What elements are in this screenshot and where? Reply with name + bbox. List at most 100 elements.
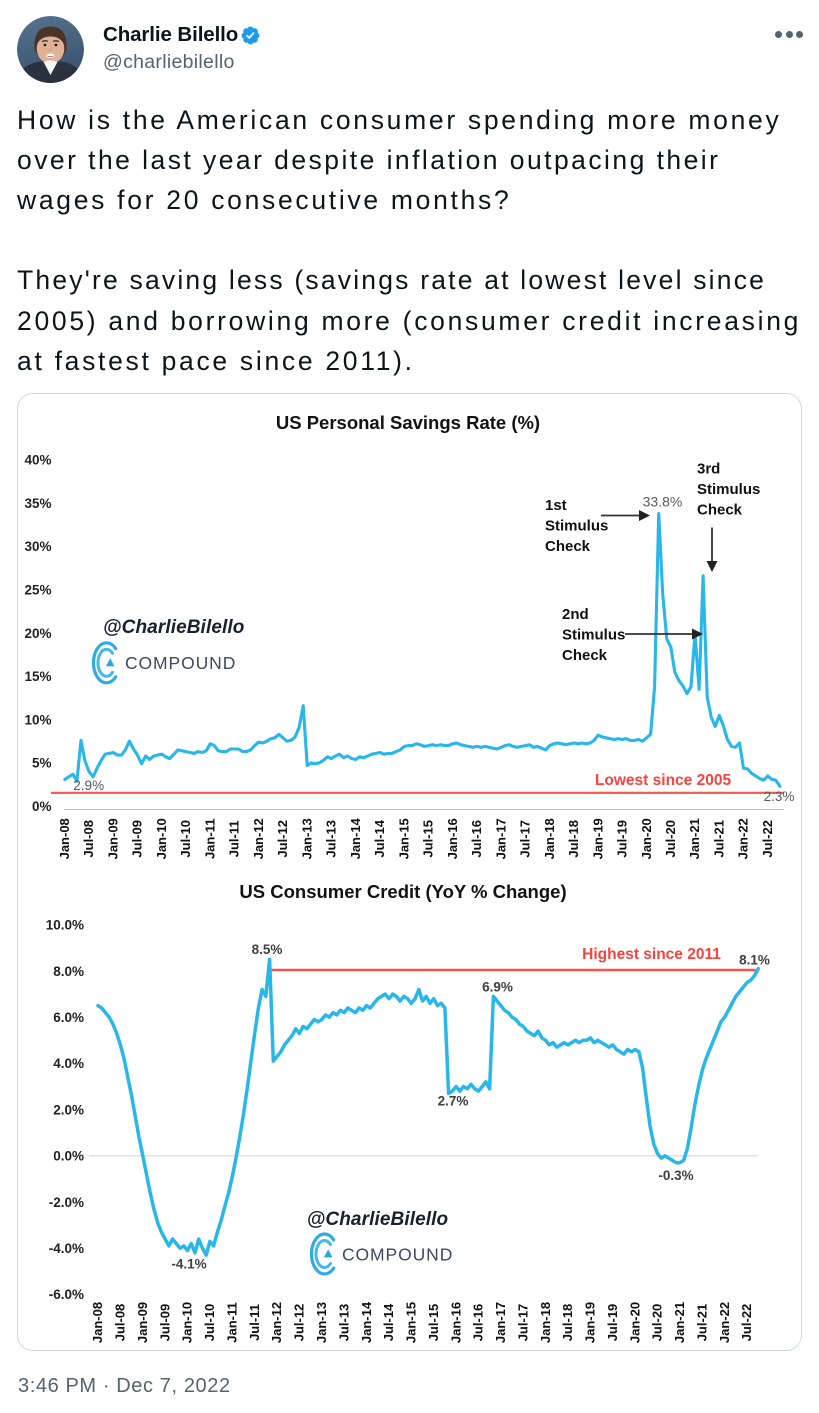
svg-text:Jan-16: Jan-16 [445, 818, 460, 859]
svg-text:2.3%: 2.3% [764, 789, 795, 804]
svg-text:Lowest since 2005: Lowest since 2005 [595, 772, 732, 789]
svg-text:0.0%: 0.0% [53, 1149, 84, 1164]
svg-text:-2.0%: -2.0% [49, 1195, 84, 1210]
svg-text:Check: Check [562, 647, 608, 664]
svg-text:Jan-11: Jan-11 [225, 1302, 240, 1342]
svg-text:Jul-10: Jul-10 [202, 1304, 217, 1342]
svg-text:Jan-12: Jan-12 [251, 818, 266, 859]
svg-text:Jan-20: Jan-20 [639, 818, 654, 859]
svg-text:Jan-08: Jan-08 [90, 1302, 105, 1343]
svg-text:Jan-17: Jan-17 [493, 818, 508, 859]
svg-text:10%: 10% [24, 712, 51, 727]
svg-text:Jan-14: Jan-14 [359, 1301, 374, 1343]
svg-text:Jul-15: Jul-15 [426, 1304, 441, 1342]
svg-text:35%: 35% [24, 496, 51, 511]
svg-text:Jan-22: Jan-22 [717, 1302, 732, 1343]
svg-text:Jul-11: Jul-11 [247, 1304, 262, 1341]
svg-text:-4.0%: -4.0% [49, 1241, 84, 1256]
svg-text:Jul-22: Jul-22 [760, 820, 775, 858]
svg-text:40%: 40% [24, 453, 51, 468]
svg-text:Jul-09: Jul-09 [157, 1304, 172, 1342]
svg-text:2.0%: 2.0% [53, 1102, 84, 1117]
svg-text:Jul-08: Jul-08 [81, 820, 96, 858]
svg-text:Jul-17: Jul-17 [515, 1304, 530, 1342]
svg-text:Jul-21: Jul-21 [695, 1304, 710, 1342]
svg-text:4.0%: 4.0% [53, 1056, 84, 1071]
svg-text:Check: Check [545, 538, 591, 555]
svg-text:Jan-18: Jan-18 [538, 1302, 553, 1343]
svg-text:Jan-13: Jan-13 [299, 818, 314, 859]
svg-text:Jul-19: Jul-19 [605, 1304, 620, 1342]
svg-text:Jan-15: Jan-15 [396, 818, 411, 859]
svg-text:Jan-19: Jan-19 [583, 1302, 598, 1343]
svg-text:0%: 0% [32, 799, 52, 814]
svg-text:Jul-16: Jul-16 [471, 1304, 486, 1342]
svg-text:Jul-12: Jul-12 [292, 1304, 307, 1342]
svg-text:Stimulus: Stimulus [545, 517, 608, 534]
svg-text:@CharlieBilello: @CharlieBilello [307, 1209, 448, 1230]
svg-text:Jan-11: Jan-11 [202, 819, 217, 859]
svg-text:Jan-16: Jan-16 [448, 1302, 463, 1343]
svg-text:Jul-11: Jul-11 [227, 820, 242, 857]
svg-text:Jul-20: Jul-20 [663, 820, 678, 858]
svg-text:Jan-12: Jan-12 [269, 1302, 284, 1343]
svg-text:Jul-22: Jul-22 [739, 1304, 754, 1342]
svg-text:US Personal Savings Rate (%): US Personal Savings Rate (%) [276, 412, 540, 433]
svg-text:8.0%: 8.0% [53, 964, 84, 979]
svg-text:Jan-08: Jan-08 [57, 818, 72, 859]
svg-text:Stimulus: Stimulus [562, 627, 625, 644]
svg-text:10.0%: 10.0% [46, 918, 84, 933]
svg-text:Jul-08: Jul-08 [113, 1304, 128, 1342]
svg-text:2.9%: 2.9% [73, 778, 104, 793]
svg-text:6.9%: 6.9% [482, 980, 513, 995]
svg-text:20%: 20% [24, 626, 51, 641]
svg-text:Jan-09: Jan-09 [135, 1302, 150, 1343]
svg-text:Stimulus: Stimulus [697, 481, 760, 498]
svg-text:-0.3%: -0.3% [658, 1168, 693, 1183]
svg-text:Jul-20: Jul-20 [650, 1304, 665, 1342]
svg-text:Jul-14: Jul-14 [381, 1303, 396, 1341]
svg-text:@CharlieBilello: @CharlieBilello [103, 617, 244, 638]
svg-text:Jan-19: Jan-19 [590, 818, 605, 859]
svg-text:Jul-13: Jul-13 [336, 1304, 351, 1342]
svg-text:33.8%: 33.8% [643, 494, 683, 510]
svg-text:Jan-10: Jan-10 [180, 1302, 195, 1343]
svg-text:Jan-18: Jan-18 [542, 818, 557, 859]
svg-text:US Consumer Credit (YoY % Chan: US Consumer Credit (YoY % Change) [239, 881, 566, 902]
svg-text:Jul-18: Jul-18 [566, 820, 581, 858]
svg-text:COMPOUND: COMPOUND [342, 1244, 453, 1264]
svg-text:Check: Check [697, 502, 743, 519]
svg-text:Highest since 2011: Highest since 2011 [582, 946, 721, 963]
svg-text:Jan-09: Jan-09 [106, 818, 121, 859]
svg-text:2nd: 2nd [562, 606, 589, 623]
svg-text:5%: 5% [32, 756, 52, 771]
svg-text:Jul-16: Jul-16 [469, 820, 484, 858]
svg-text:Jul-14: Jul-14 [372, 819, 387, 857]
svg-text:Jul-13: Jul-13 [324, 820, 339, 858]
svg-text:3rd: 3rd [697, 461, 720, 478]
svg-text:Jan-17: Jan-17 [493, 1302, 508, 1343]
svg-text:Jan-22: Jan-22 [736, 818, 751, 859]
svg-text:2.7%: 2.7% [438, 1094, 469, 1109]
svg-text:Jul-17: Jul-17 [518, 820, 533, 858]
svg-text:Jul-12: Jul-12 [275, 820, 290, 858]
svg-text:Jan-15: Jan-15 [404, 1302, 419, 1343]
svg-text:Jul-19: Jul-19 [615, 820, 630, 858]
svg-text:Jan-21: Jan-21 [672, 1302, 687, 1343]
svg-text:Jul-10: Jul-10 [178, 820, 193, 858]
svg-text:Jan-20: Jan-20 [627, 1302, 642, 1343]
svg-text:8.1%: 8.1% [739, 953, 770, 968]
svg-text:-4.1%: -4.1% [171, 1257, 206, 1272]
svg-text:-6.0%: -6.0% [49, 1287, 84, 1302]
svg-text:Jul-09: Jul-09 [130, 820, 145, 858]
svg-text:Jul-21: Jul-21 [712, 820, 727, 858]
svg-text:Jan-13: Jan-13 [314, 1302, 329, 1343]
svg-text:30%: 30% [24, 539, 51, 554]
svg-text:COMPOUND: COMPOUND [125, 653, 236, 673]
svg-text:Jul-18: Jul-18 [560, 1304, 575, 1342]
svg-text:Jan-14: Jan-14 [348, 817, 363, 859]
svg-text:Jan-10: Jan-10 [154, 818, 169, 859]
svg-text:Jul-15: Jul-15 [421, 820, 436, 858]
svg-text:6.0%: 6.0% [53, 1010, 84, 1025]
svg-text:Jan-21: Jan-21 [687, 818, 702, 859]
